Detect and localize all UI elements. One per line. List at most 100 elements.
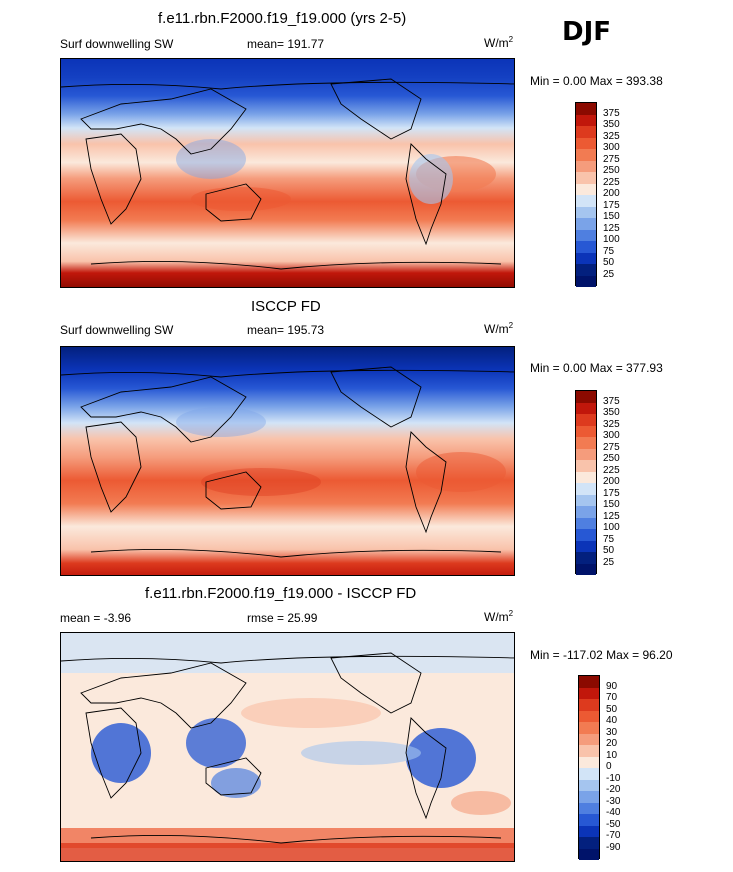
colorbar-tick-label: 175 [603, 199, 620, 211]
colorbar-swatch [576, 241, 596, 253]
colorbar-swatch [576, 114, 596, 126]
colorbar-swatch [576, 103, 596, 115]
colorbar-tick-label: 150 [603, 211, 620, 222]
panel1-title: f.e11.rbn.F2000.f19_f19.000 (yrs 2-5) [158, 10, 407, 27]
colorbar-swatch [576, 160, 596, 172]
colorbar-swatch [576, 483, 596, 495]
colorbar-swatch [576, 402, 596, 414]
colorbar-swatches [575, 102, 597, 287]
colorbar-swatch [576, 172, 596, 184]
colorbar-tick-label: 25 [603, 268, 615, 280]
panel3-map-field [61, 633, 514, 861]
colorbar-tick-label: 25 [603, 556, 615, 568]
colorbar-swatch [579, 722, 599, 734]
colorbar-tick-label: 150 [603, 499, 620, 510]
colorbar-tick-label: 90 [606, 680, 618, 692]
panel3-units-label: W/m2 [484, 609, 514, 624]
colorbar-tick-label: 125 [603, 222, 620, 234]
colorbar-tick-label: 350 [603, 119, 620, 130]
colorbar-tick-label: 250 [603, 453, 620, 464]
colorbar-swatch [579, 676, 599, 688]
colorbar-swatch [576, 460, 596, 472]
panel1-mean-label: mean= 191.77 [247, 37, 325, 51]
panel3-minmax-label: Min = -117.02 Max = 96.20 [530, 648, 673, 662]
panel2-map [60, 346, 515, 576]
panel2-mean-label: mean= 195.73 [247, 323, 325, 337]
colorbar-tick-label: 300 [603, 430, 620, 441]
colorbar-swatch [579, 710, 599, 722]
colorbar-tick-label: 10 [606, 749, 618, 761]
colorbar-tick-label: -20 [606, 784, 621, 795]
colorbar-swatch [576, 218, 596, 230]
colorbar-swatch [579, 756, 599, 768]
colorbar-swatch [576, 206, 596, 218]
panel3-title: f.e11.rbn.F2000.f19_f19.000 - ISCCP FD [145, 585, 417, 602]
colorbar-tick-label: 200 [603, 188, 620, 199]
colorbar-tick-label: 350 [603, 407, 620, 418]
colorbar-swatch [576, 552, 596, 564]
colorbar-swatch [579, 745, 599, 757]
colorbar-tick-label: -10 [606, 772, 621, 784]
colorbar-tick-label: -50 [606, 818, 621, 830]
colorbar-swatch [579, 848, 599, 860]
colorbar-tick-label: 275 [603, 153, 620, 165]
panel2-minmax-label: Min = 0.00 Max = 377.93 [530, 361, 663, 375]
panel1-variable-label: Surf downwelling SW [60, 37, 174, 51]
colorbar-tick-label: 75 [603, 533, 615, 545]
colorbar-tick-label: 275 [603, 441, 620, 453]
colorbar-swatch [576, 137, 596, 149]
colorbar-swatch [576, 425, 596, 437]
colorbar-swatch [579, 733, 599, 745]
colorbar-tick-label: 20 [606, 738, 618, 749]
panel1-minmax-label: Min = 0.00 Max = 393.38 [530, 74, 663, 88]
colorbar-tick-label: 75 [603, 245, 615, 257]
colorbar-tick-label: 100 [603, 522, 620, 533]
colorbar-swatch [576, 414, 596, 426]
colorbar-swatch [576, 149, 596, 161]
panel3-mean-label: mean = -3.96 [60, 611, 132, 625]
colorbar-swatch [579, 687, 599, 699]
colorbar-swatch [576, 391, 596, 403]
colorbar-tick-label: 325 [603, 130, 620, 142]
colorbar-tick-label: 125 [603, 510, 620, 522]
panel1-map-field [61, 59, 514, 287]
colorbar-tick-label: 100 [603, 234, 620, 245]
colorbar-tick-label: 50 [603, 257, 615, 268]
colorbar-swatch [576, 517, 596, 529]
colorbar-tick-label: 300 [603, 142, 620, 153]
colorbar-swatch [576, 540, 596, 552]
colorbar-tick-label: -90 [606, 841, 621, 853]
colorbar-swatch [579, 825, 599, 837]
colorbar-tick-label: -30 [606, 795, 621, 807]
panel1-map [60, 58, 515, 288]
colorbar-swatch [579, 802, 599, 814]
colorbar-swatch [576, 529, 596, 541]
colorbar-swatches [578, 675, 600, 860]
colorbar-swatch [579, 768, 599, 780]
colorbar-swatch [576, 494, 596, 506]
colorbar-swatches [575, 390, 597, 575]
colorbar-swatch [576, 183, 596, 195]
colorbar-tick-label: 375 [603, 395, 620, 407]
colorbar-swatch [576, 563, 596, 575]
colorbar-tick-label: 70 [606, 692, 618, 703]
panel2-units-label: W/m2 [484, 321, 514, 336]
colorbar-tick-label: 375 [603, 107, 620, 119]
panel3-rmse-label: rmse = 25.99 [247, 611, 318, 625]
colorbar-tick-label: 250 [603, 165, 620, 176]
panel2-title: ISCCP FD [251, 298, 321, 315]
colorbar-swatch [576, 195, 596, 207]
colorbar-swatch [576, 264, 596, 276]
colorbar-swatch [576, 252, 596, 264]
panel2-variable-label: Surf downwelling SW [60, 323, 174, 337]
colorbar-tick-label: 175 [603, 487, 620, 499]
panel2-map-field [61, 347, 514, 575]
colorbar-swatch [579, 814, 599, 826]
colorbar-swatch [576, 275, 596, 287]
colorbar-tick-label: 50 [603, 545, 615, 556]
colorbar-swatch [576, 437, 596, 449]
colorbar-swatch [576, 506, 596, 518]
colorbar-swatch [576, 126, 596, 138]
colorbar-tick-label: 225 [603, 464, 620, 476]
colorbar-tick-label: 40 [606, 715, 618, 726]
